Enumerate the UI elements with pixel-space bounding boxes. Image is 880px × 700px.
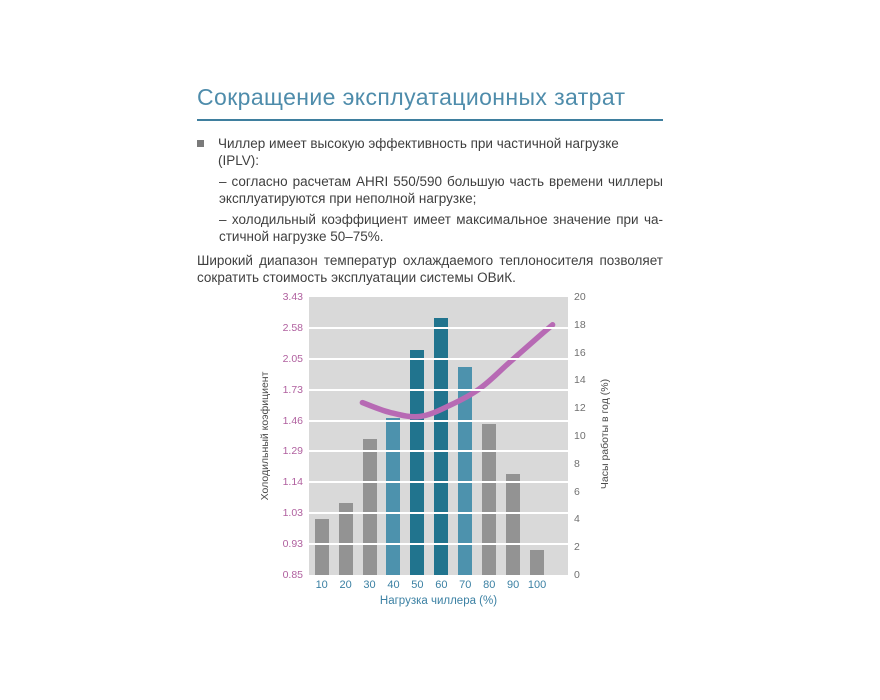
x-tick: 40 [387, 579, 400, 591]
bar-20 [338, 502, 353, 575]
gridline [309, 388, 568, 391]
y-right-tick: 18 [574, 318, 586, 331]
y-right-tick: 6 [574, 485, 580, 498]
bullet-square-icon [197, 140, 204, 147]
y-right-tick: 0 [574, 569, 580, 581]
bar-50 [410, 349, 425, 575]
y-right-tick: 14 [574, 374, 586, 387]
y-right-tick: 2 [574, 541, 580, 554]
chiller-load-chart: Холодильный коэфициент 3.43 2.58 2.05 1.73 1… [255, 288, 627, 624]
y-axis-left-ticks: 3.43 2.58 2.05 1.73 1.46 1.29 1.14 1.03 0.93 0.85 [255, 291, 303, 581]
bar-80 [482, 423, 497, 575]
y-left-tick: 0.93 [282, 538, 303, 551]
gridline [309, 512, 568, 515]
closing-paragraph: Широкий диапазон температур охлаждаемого… [197, 252, 663, 286]
gridline [309, 419, 568, 422]
y-left-tick: 1.29 [282, 445, 303, 458]
text-column: Сокращение эксплуатационных затрат Чилле… [197, 84, 663, 286]
y-left-tick: 2.58 [282, 321, 303, 334]
x-tick: 30 [363, 579, 376, 591]
y-axis-right-ticks: 20 18 16 14 12 10 8 6 4 2 0 [574, 291, 608, 581]
text-line: Широкий диапазон температур охлаждаемого… [197, 253, 663, 268]
text-line: сократить стоимость эксплуатации системы… [197, 270, 516, 285]
gridline [309, 326, 568, 329]
y-right-tick: 4 [574, 513, 580, 526]
x-tick: 100 [527, 579, 547, 591]
bullet-item: Чиллер имеет высокую эффективность при ч… [197, 135, 663, 169]
y-left-tick: 1.73 [282, 383, 303, 396]
y-axis-right-title: Часы работы в год (%) [599, 378, 611, 490]
trend-curve-path [359, 322, 556, 420]
page-title: Сокращение эксплуатационных затрат [197, 84, 663, 121]
y-left-tick: 2.05 [282, 352, 303, 365]
bar-100 [530, 549, 545, 575]
text-line: – согласно расчетам AHRI 550/590 большую… [219, 174, 663, 189]
text-line: – холодильный коэффициент имеет максимал… [219, 212, 663, 227]
sub-item-cop: – холодильный коэффициент имеет максимал… [219, 211, 663, 245]
text-line: эксплуатируются при неполной нагрузке; [219, 191, 477, 206]
y-right-tick: 12 [574, 402, 586, 415]
x-tick: 10 [315, 579, 328, 591]
gridline [309, 357, 568, 360]
x-axis-ticks: 10 20 30 40 50 60 70 80 90 100 [309, 579, 568, 593]
x-tick: 20 [339, 579, 352, 591]
gridline [309, 481, 568, 484]
y-left-tick: 1.03 [282, 507, 303, 520]
bar-10 [314, 519, 329, 575]
y-left-tick: 0.85 [282, 569, 303, 581]
bar-90 [506, 473, 521, 575]
y-left-tick: 1.14 [282, 476, 303, 489]
x-tick: 70 [459, 579, 472, 591]
sub-item-ahri: – согласно расчетам AHRI 550/590 большую… [219, 173, 663, 207]
bar-70 [458, 366, 473, 575]
bar-30 [362, 438, 377, 575]
x-tick: 60 [435, 579, 448, 591]
text-line: стичной нагрузке 50–75%. [219, 229, 384, 244]
gridline [309, 543, 568, 546]
bar-40 [386, 417, 401, 575]
trend-curve [359, 322, 556, 420]
bar-60 [434, 317, 449, 575]
y-left-tick: 3.43 [282, 291, 303, 303]
y-left-tick: 1.46 [282, 414, 303, 427]
plot-area [309, 297, 568, 575]
x-tick: 90 [507, 579, 520, 591]
x-axis-title: Нагрузка чиллера (%) [379, 595, 498, 607]
x-tick: 80 [483, 579, 496, 591]
y-right-tick: 10 [574, 430, 586, 442]
bullet-item-text: Чиллер имеет высокую эффективность при ч… [218, 136, 619, 168]
gridline [309, 450, 568, 453]
y-right-tick: 8 [574, 457, 580, 470]
y-right-tick: 16 [574, 346, 586, 359]
x-tick: 50 [411, 579, 424, 591]
y-right-tick: 20 [574, 291, 586, 303]
